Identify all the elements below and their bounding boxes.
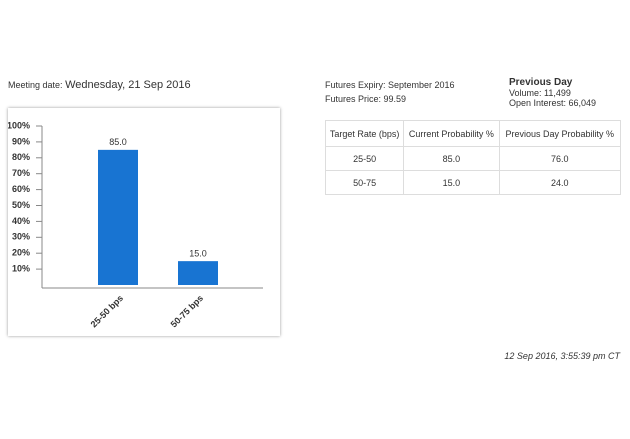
futures-price: Futures Price: 99.59 <box>325 94 407 104</box>
y-tick-label: 80% <box>12 152 30 162</box>
cell: 25-50 <box>324 146 405 171</box>
bar <box>178 261 218 285</box>
chart: 10% 20% 30% 40% 50% 60% 70% 80% 90% 100% 85.0 25-50… <box>7 120 263 329</box>
header-cell: Current Probability % <box>403 120 500 147</box>
cell: 76.0 <box>498 146 622 171</box>
previous-day-volume: Volume: 11,499 <box>509 88 571 98</box>
previous-day-title: Previous Day <box>509 77 573 88</box>
y-tick-label: 30% <box>12 232 30 242</box>
meeting-value: Wednesday, 21 Sep 2016 <box>65 79 191 91</box>
cell: 15.0 <box>403 170 500 195</box>
y-tick-label: 90% <box>12 136 30 146</box>
table-row: 25-50 85.0 76.0 <box>324 146 622 171</box>
cell: 50-75 <box>324 170 405 195</box>
cell: 24.0 <box>498 170 622 195</box>
meeting-label: Meeting date: <box>8 80 63 90</box>
y-tick-label: 100% <box>8 120 30 130</box>
header-cell: Target Rate (bps) <box>324 120 405 147</box>
y-tick-label: 70% <box>12 168 30 178</box>
y-tick-label: 10% <box>12 263 30 273</box>
timestamp: 12 Sep 2016, 3:55:39 pm CT <box>504 351 620 361</box>
data-label: 85.0 <box>109 137 127 147</box>
y-tick-label: 60% <box>12 184 30 194</box>
probability-table: Target Rate (bps) Current Probability % Pr… <box>324 120 622 195</box>
y-tick-label: 50% <box>12 200 30 210</box>
previous-day-open-interest: Open Interest: 66,049 <box>509 98 597 108</box>
header-cell: Previous Day Probability % <box>498 120 622 147</box>
table-header: Target Rate (bps) Current Probability % Pr… <box>324 120 622 147</box>
data-label: 15.0 <box>189 249 207 259</box>
y-tick-label: 40% <box>12 216 30 226</box>
chart-panel: 10% 20% 30% 40% 50% 60% 70% 80% 90% 100% 85.0 25-50… <box>7 108 280 336</box>
cell: 85.0 <box>403 146 500 171</box>
meeting-date: Meeting date: Wednesday, 21 Sep 2016 <box>8 79 191 91</box>
x-tick-label: 25-50 bps <box>89 293 125 329</box>
x-tick-label: 50-75 bps <box>169 293 205 329</box>
y-tick-label: 20% <box>12 248 30 258</box>
futures-expiry: Futures Expiry: September 2016 <box>325 80 455 90</box>
bar <box>98 149 138 285</box>
table-row: 50-75 15.0 24.0 <box>324 170 622 195</box>
